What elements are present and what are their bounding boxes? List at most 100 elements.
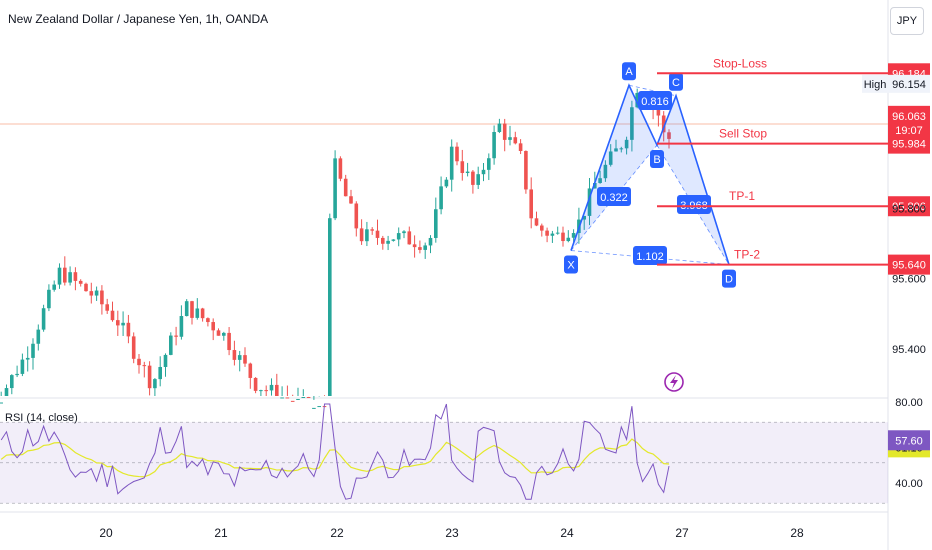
ratio-badge — [597, 187, 631, 206]
candle-body — [603, 164, 608, 179]
candle-body — [428, 237, 433, 246]
candle-body — [439, 186, 443, 210]
candle-body — [269, 384, 274, 391]
pattern-point-a: A — [625, 66, 633, 78]
pattern-point-b-badge — [650, 150, 664, 169]
candle-body — [598, 178, 602, 183]
candle-body — [280, 397, 284, 399]
ratio-badge — [677, 195, 711, 214]
x-tick-label: 22 — [330, 526, 344, 540]
candle-body — [502, 123, 507, 140]
candle-body — [20, 359, 25, 374]
candle-body — [89, 291, 94, 296]
level-label: TP-1 — [729, 189, 755, 203]
candle-body — [492, 131, 496, 159]
candle-body — [497, 123, 502, 132]
candle-body — [667, 132, 671, 139]
candle-body — [94, 290, 99, 296]
candle-body — [619, 148, 624, 150]
candle-body — [375, 230, 380, 238]
candle-body — [4, 388, 9, 396]
candle-body — [391, 239, 396, 241]
candle-body — [386, 240, 390, 244]
candle-body — [142, 365, 147, 367]
symbol-title: New Zealand Dollar / Japanese Yen, 1h, O… — [8, 12, 269, 26]
candle-body — [555, 232, 560, 234]
pattern-fill-xab — [571, 85, 657, 251]
candle-body — [328, 218, 332, 396]
candle-body — [513, 137, 518, 144]
candle-body — [259, 390, 263, 392]
rsi-last-value: 57.60 — [895, 435, 923, 447]
candle-body — [253, 377, 258, 391]
candle-body — [418, 247, 422, 250]
candle-body — [25, 357, 30, 360]
y-tick-label: 95.400 — [892, 344, 926, 356]
pattern-point-x-badge — [564, 255, 578, 274]
candle-body — [661, 115, 666, 133]
level-label: Stop-Loss — [713, 56, 767, 70]
candle-body — [471, 171, 475, 185]
candle-body — [593, 182, 597, 189]
candle-body — [338, 158, 343, 179]
candle-body — [73, 272, 78, 281]
candle-body — [460, 161, 465, 174]
candle-body — [534, 218, 539, 226]
candle-body — [158, 366, 162, 380]
candle-body — [153, 379, 157, 389]
candle-body — [582, 215, 586, 220]
candle-body — [423, 245, 427, 250]
candle-body — [248, 363, 253, 378]
current-price: 96.063 — [892, 111, 926, 123]
candle-body — [381, 237, 385, 244]
y-tick-label: 95.800 — [892, 203, 926, 215]
candle-body — [126, 322, 131, 337]
ratio-badge — [633, 246, 667, 265]
lightning-icon[interactable] — [664, 372, 684, 392]
candle-body — [407, 231, 412, 245]
pattern-point-b: B — [653, 154, 660, 166]
candle-body — [216, 330, 221, 336]
candle-body — [312, 407, 316, 409]
candle-body — [121, 322, 125, 326]
candle-body — [169, 335, 173, 355]
pattern-ratio-line — [628, 84, 677, 97]
pattern-point-d: D — [725, 274, 733, 286]
candle-body — [301, 397, 306, 399]
candle-body — [147, 365, 152, 389]
candle-body — [434, 209, 438, 238]
ratio-label: 1.102 — [636, 251, 664, 263]
candle-body — [110, 310, 115, 321]
candle-body — [184, 301, 189, 317]
candle-body — [540, 225, 544, 231]
currency-button[interactable]: JPY — [890, 7, 924, 35]
candle-body — [264, 390, 268, 392]
candle-body — [137, 358, 141, 366]
candle-body — [524, 150, 528, 190]
candle-body — [195, 308, 200, 318]
candle-body — [529, 189, 533, 219]
rsi-y-tick: 80.00 — [895, 397, 923, 409]
pattern-point-x: X — [567, 260, 575, 272]
candle-body — [587, 188, 592, 216]
high-badge — [862, 74, 930, 93]
candle-body — [296, 398, 300, 400]
candle-body — [15, 373, 19, 376]
ratio-label: 0.322 — [600, 192, 628, 204]
candle-body — [211, 322, 215, 331]
pattern-ratio-line — [656, 144, 730, 265]
ratio-badge — [638, 91, 672, 110]
candle-body — [449, 146, 454, 180]
candle-body — [174, 335, 178, 337]
candle-body — [333, 158, 337, 219]
pattern-ratio-line — [570, 144, 658, 251]
candle-body — [57, 267, 62, 285]
candle-body — [232, 350, 237, 360]
candle-body — [36, 329, 41, 344]
candle-body — [190, 301, 194, 318]
candle-body — [550, 233, 555, 236]
ratio-label: 0.816 — [641, 96, 669, 108]
current-price-badge — [888, 105, 930, 139]
